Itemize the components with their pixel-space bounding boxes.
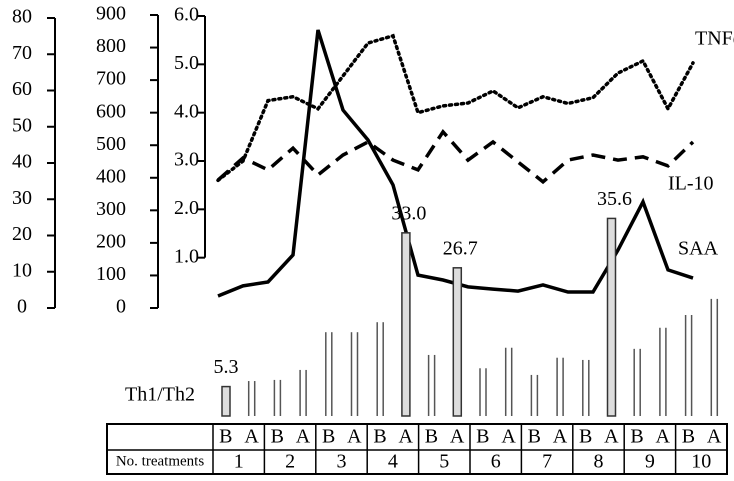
y-tick-label: 300	[96, 198, 126, 220]
table-border	[106, 423, 728, 475]
phase-label: A	[450, 426, 465, 448]
y-tick-label: 0	[17, 296, 27, 318]
y-tick-label: 60	[12, 78, 32, 100]
y-tick-label: 4.0	[174, 100, 199, 122]
bar	[582, 359, 590, 416]
y-tick-label: 6.0	[174, 4, 199, 26]
category-label: 7	[542, 451, 552, 473]
category-label: 1	[234, 451, 244, 473]
y-tick-label: 3.0	[174, 149, 199, 171]
bar	[376, 322, 384, 416]
series-label: IL-10	[668, 173, 714, 195]
bar	[710, 298, 719, 416]
category-label: 8	[594, 451, 604, 473]
category-label: 10	[691, 451, 711, 473]
bar	[299, 369, 307, 416]
y-tick-label: 1.0	[174, 245, 199, 267]
y-tick-label: 400	[96, 165, 126, 187]
bar	[530, 374, 539, 416]
y-tick-label: 600	[96, 100, 126, 122]
phase-label: A	[656, 426, 671, 448]
y-tick-label: 2.0	[174, 197, 199, 219]
phase-label: B	[682, 426, 695, 448]
phase-label: A	[347, 426, 362, 448]
bar	[452, 267, 463, 417]
y-tick-label: 800	[96, 35, 126, 57]
category-label: 6	[491, 451, 501, 473]
y-tick-label: 500	[96, 133, 126, 155]
phase-label: B	[425, 426, 438, 448]
y-tick-label: 20	[12, 223, 32, 245]
y-tick-label: 0	[116, 296, 126, 318]
phase-label: B	[630, 426, 643, 448]
y-tick-label: 40	[12, 151, 32, 173]
y-tick-label: 80	[12, 6, 32, 28]
category-label: 5	[439, 451, 449, 473]
bar	[606, 217, 617, 417]
category-label: 2	[285, 451, 295, 473]
bar	[325, 332, 333, 416]
phase-label: B	[373, 426, 386, 448]
bar	[479, 368, 487, 416]
value-label: 33.0	[391, 202, 426, 224]
bar	[273, 379, 282, 416]
line-dotted	[216, 33, 695, 183]
bar	[350, 332, 359, 416]
phase-label: B	[322, 426, 335, 448]
y-tick-label: 70	[12, 42, 32, 64]
category-label: 9	[645, 451, 655, 473]
y-tick-label: 900	[96, 3, 126, 25]
y-tick-label: 30	[12, 187, 32, 209]
phase-label: A	[604, 426, 619, 448]
bar	[659, 327, 667, 416]
series-label: TNFα	[695, 28, 734, 50]
phase-label: B	[476, 426, 489, 448]
phase-label: A	[501, 426, 516, 448]
bar	[221, 385, 231, 417]
bar	[401, 232, 411, 417]
row-label: No. treatments	[116, 453, 204, 469]
phase-label: A	[296, 426, 311, 448]
y-tick-label: 200	[96, 230, 126, 252]
phase-label: A	[707, 426, 722, 448]
bar	[427, 354, 436, 416]
series-label: SAA	[678, 238, 719, 260]
phase-label: B	[528, 426, 541, 448]
bar	[247, 381, 256, 416]
phase-label: A	[553, 426, 568, 448]
y-tick-label: 5.0	[174, 52, 199, 74]
category-label: 4	[388, 451, 398, 473]
bar	[684, 314, 693, 416]
bar	[504, 347, 513, 416]
value-label: 35.6	[597, 188, 632, 210]
y-tick-label: 700	[96, 68, 126, 90]
y-tick-label: 50	[12, 114, 32, 136]
phase-label: A	[399, 426, 414, 448]
bar	[556, 357, 564, 416]
phase-label: A	[244, 426, 259, 448]
bar-label: Th1/Th2	[125, 384, 195, 406]
value-label: 26.7	[443, 237, 478, 259]
category-label: 3	[337, 451, 347, 473]
bar	[633, 348, 641, 416]
phase-label: B	[271, 426, 284, 448]
y-tick-label: 10	[12, 259, 32, 281]
value-label: 5.3	[214, 356, 239, 378]
y-tick-label: 100	[96, 263, 126, 285]
phase-label: B	[579, 426, 592, 448]
line-dashed	[216, 128, 695, 185]
phase-label: B	[219, 426, 232, 448]
